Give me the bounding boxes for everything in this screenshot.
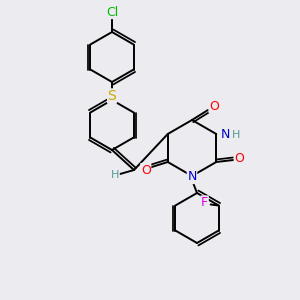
Text: F: F <box>201 196 208 209</box>
Text: H: H <box>111 170 119 180</box>
Text: O: O <box>141 164 151 176</box>
Text: N: N <box>187 170 197 184</box>
Text: O: O <box>234 152 244 166</box>
Text: Cl: Cl <box>106 5 118 19</box>
Text: N: N <box>220 128 230 140</box>
Text: O: O <box>209 100 219 112</box>
Text: H: H <box>232 130 241 140</box>
Text: S: S <box>108 89 116 103</box>
